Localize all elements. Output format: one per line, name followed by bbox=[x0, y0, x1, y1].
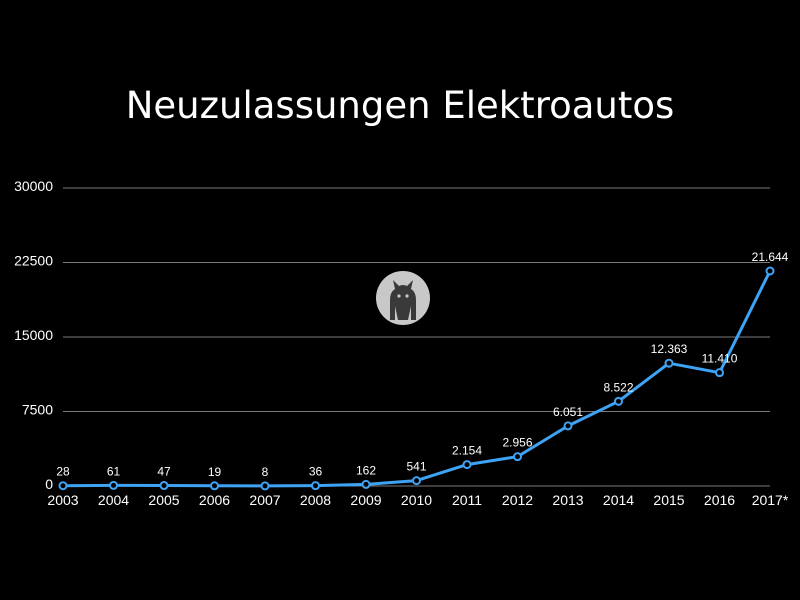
data-label: 6.051 bbox=[553, 405, 583, 419]
data-label: 2.956 bbox=[502, 436, 532, 450]
data-label: 12.363 bbox=[651, 342, 688, 356]
cat-logo-icon bbox=[376, 271, 430, 325]
data-label: 8.522 bbox=[603, 380, 633, 394]
y-tick-label: 0 bbox=[45, 476, 53, 492]
data-point bbox=[260, 481, 270, 491]
data-point bbox=[58, 481, 68, 491]
y-axis-ticks: 0 7500 15000 22500 30000 bbox=[14, 178, 53, 492]
x-tick-label: 2005 bbox=[148, 492, 179, 508]
y-tick-label: 7500 bbox=[22, 402, 53, 418]
x-tick-label: 2008 bbox=[300, 492, 331, 508]
data-label: 8 bbox=[262, 465, 269, 479]
x-tick-label: 2012 bbox=[502, 492, 533, 508]
data-label: 162 bbox=[356, 463, 376, 477]
data-label: 28 bbox=[56, 465, 70, 479]
data-point bbox=[765, 266, 775, 276]
x-axis-ticks: 2003 2004 2005 2006 2007 2008 2009 2010 2011 2012… bbox=[47, 492, 788, 508]
data-label: 36 bbox=[309, 465, 323, 479]
y-tick-label: 15000 bbox=[14, 327, 53, 343]
data-label: 541 bbox=[406, 460, 426, 474]
data-point bbox=[159, 481, 169, 491]
x-tick-label: 2014 bbox=[603, 492, 634, 508]
data-point bbox=[109, 480, 118, 490]
x-tick-label: 2003 bbox=[47, 492, 78, 508]
series-1: 28 61 47 19 8 36 162 541 2.154 2.956 6.051 8.522 12.… bbox=[56, 250, 789, 491]
data-point bbox=[664, 358, 674, 368]
data-point bbox=[614, 396, 623, 406]
x-tick-label: 2016 bbox=[704, 492, 735, 508]
y-tick-label: 22500 bbox=[14, 253, 53, 269]
gridlines bbox=[63, 187, 770, 487]
y-tick-label: 30000 bbox=[14, 178, 53, 194]
data-point bbox=[412, 476, 421, 486]
x-tick-label: 2006 bbox=[199, 492, 230, 508]
data-label: 19 bbox=[208, 465, 222, 479]
x-tick-label: 2013 bbox=[552, 492, 583, 508]
data-label: 11.410 bbox=[702, 352, 738, 366]
x-tick-label: 2004 bbox=[98, 492, 129, 508]
data-point bbox=[715, 368, 724, 378]
x-tick-label: 2011 bbox=[452, 492, 482, 508]
data-point bbox=[563, 421, 573, 431]
x-tick-label: 2015 bbox=[653, 492, 684, 508]
data-point bbox=[210, 481, 219, 491]
x-tick-label: 2010 bbox=[401, 492, 432, 508]
x-tick-label: 2017* bbox=[752, 492, 789, 508]
data-point bbox=[462, 460, 472, 470]
data-label: 61 bbox=[107, 464, 121, 478]
data-point bbox=[361, 479, 371, 489]
x-tick-label: 2007 bbox=[249, 492, 280, 508]
x-tick-label: 2009 bbox=[350, 492, 381, 508]
data-point bbox=[311, 481, 320, 491]
data-label: 2.154 bbox=[452, 444, 482, 458]
data-point bbox=[513, 452, 522, 462]
chart-title: Neuzulassungen Elektroautos bbox=[125, 84, 675, 127]
data-label: 47 bbox=[157, 465, 171, 479]
data-label: 21.644 bbox=[752, 250, 789, 264]
